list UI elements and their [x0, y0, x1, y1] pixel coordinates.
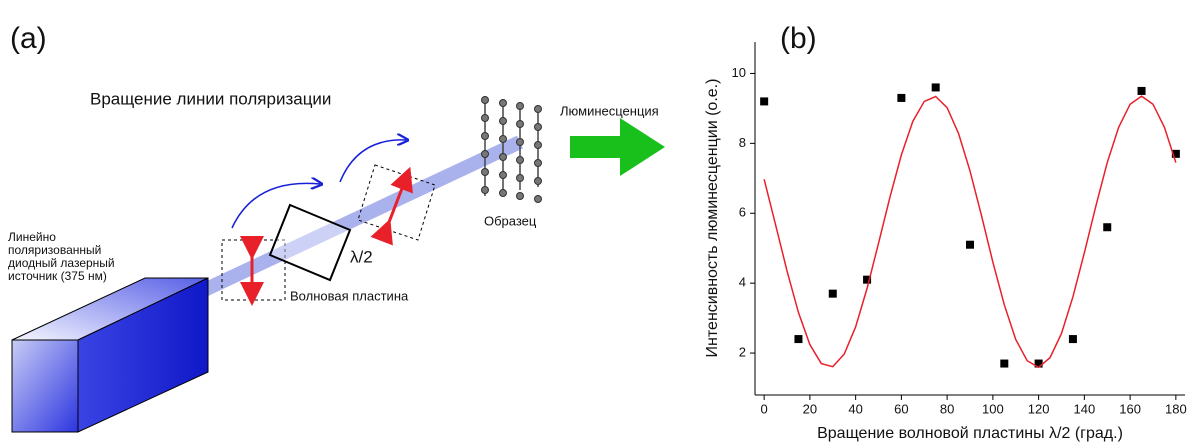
data-point: [966, 241, 974, 249]
x-tick-label: 20: [803, 401, 817, 416]
plate-label: Волновая пластина: [290, 288, 409, 303]
atom: [500, 190, 507, 197]
plate-symbol: λ/2: [350, 247, 373, 266]
laser-beam: [200, 142, 520, 292]
source-label: диодный лазерный: [8, 256, 115, 270]
atom: [535, 124, 542, 131]
data-point: [897, 94, 905, 102]
y-axis-label: Интенсивность люминесценции (о.е.): [704, 79, 721, 358]
atom: [500, 118, 507, 125]
atom: [482, 133, 489, 140]
atom: [535, 196, 542, 203]
data-point: [1069, 335, 1077, 343]
diagram: (a) Вращение линии поляризации Люминесце…: [8, 22, 665, 432]
atom: [535, 142, 542, 149]
x-tick-label: 160: [1119, 401, 1141, 416]
data-point: [829, 290, 837, 298]
source-label: источник (375 нм): [8, 269, 107, 283]
atom: [517, 193, 524, 200]
source-label: поляризованный: [8, 243, 101, 257]
x-tick-label: 0: [761, 401, 768, 416]
emission-arrow: [570, 118, 665, 176]
x-axis-label: Вращение волновой пластины λ/2 (град.): [817, 425, 1123, 442]
y-tick-label: 8: [739, 135, 746, 150]
atom: [482, 187, 489, 194]
rotation-arrow: [340, 140, 406, 182]
x-tick-label: 80: [940, 401, 954, 416]
x-tick-label: 100: [982, 401, 1004, 416]
x-tick-label: 60: [894, 401, 908, 416]
data-point: [1103, 223, 1111, 231]
diagram-title: Вращение линии поляризации: [90, 89, 331, 108]
atom: [517, 175, 524, 182]
atom: [482, 169, 489, 176]
chart: (b) Вращение волновой пластины λ/2 (град…: [704, 22, 1186, 442]
y-tick-label: 10: [732, 65, 746, 80]
x-tick-label: 140: [1074, 401, 1096, 416]
data-point: [932, 83, 940, 91]
atom: [517, 139, 524, 146]
atom: [482, 97, 489, 104]
atom: [500, 136, 507, 143]
atom: [500, 154, 507, 161]
data-point: [1000, 360, 1008, 368]
atom: [500, 100, 507, 107]
source-label: Линейно: [8, 230, 56, 244]
y-tick-label: 2: [739, 344, 746, 359]
x-tick-label: 40: [848, 401, 862, 416]
x-tick-label: 180: [1165, 401, 1187, 416]
atom: [517, 121, 524, 128]
y-tick-label: 4: [739, 275, 746, 290]
sample-label: Образец: [484, 213, 537, 228]
figure: (a) Вращение линии поляризации Люминесце…: [0, 0, 1198, 446]
emission-label: Люминесценция: [560, 103, 659, 118]
atom: [535, 106, 542, 113]
atom: [517, 157, 524, 164]
x-tick-label: 120: [1028, 401, 1050, 416]
atom: [482, 151, 489, 158]
atom: [500, 172, 507, 179]
y-tick-label: 6: [739, 205, 746, 220]
wave-plate: [270, 205, 350, 280]
panel-label: (a): [10, 22, 47, 55]
laser-front: [12, 340, 78, 432]
data-point: [794, 335, 802, 343]
atom: [517, 103, 524, 110]
fit-curve: [764, 96, 1176, 367]
atom: [535, 178, 542, 185]
data-point: [1138, 87, 1146, 95]
data-point: [760, 97, 768, 105]
atom: [535, 160, 542, 167]
panel-label: (b): [780, 22, 817, 55]
atom: [482, 115, 489, 122]
